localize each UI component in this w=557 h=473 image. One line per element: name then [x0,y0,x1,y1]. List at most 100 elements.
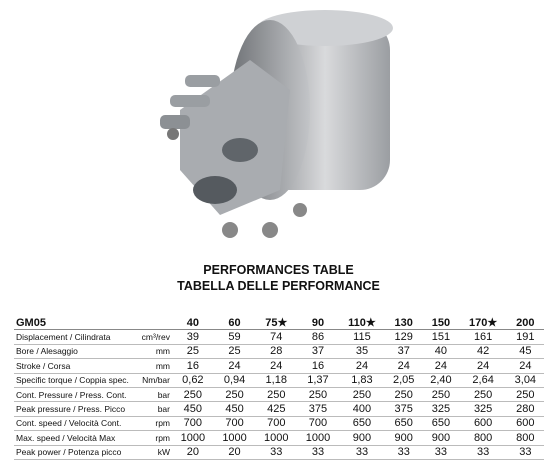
table-cell: 3,04 [506,373,544,388]
table-cell: 170★ [459,316,507,331]
table-cell: 1,83 [338,373,386,388]
performance-table: GM05 40 60 75★ 90 110★ 130 150 170★ 200 Displaceme… [14,316,544,460]
table-cell: 450 [213,401,256,417]
table-cell: 600 [459,416,507,432]
table-cell: 35 [338,344,386,360]
table-cell: 250 [422,387,460,403]
table-cell: 150 [422,316,460,331]
table-cell: 42 [459,344,507,360]
table-cell: 74 [255,329,298,345]
table-cell: 24 [506,358,544,374]
table-cell: 650 [422,416,460,432]
table-cell: 25 [172,344,214,360]
table-cell: 900 [422,430,460,446]
table-cell: 33 [506,445,544,460]
table-cell: 800 [506,430,544,446]
table-row: Bore / Alesaggio mm 25 25 28 37 35 37 40 42 45 [14,344,544,360]
table-cell: Max. speed / Velocità Max [14,430,138,446]
table-cell: GM05 [14,316,172,331]
table-cell: 700 [297,416,339,432]
table-cell: 115 [338,329,386,345]
table-cell: Specific torque / Coppia spec. [14,373,138,388]
table-cell: 1,18 [255,373,298,388]
table-cell: Displacement / Cilindrata [14,329,138,345]
table-cell: 33 [385,445,423,460]
table-cell: 700 [213,416,256,432]
table-cell: rpm [138,430,172,446]
table-cell: 650 [338,416,386,432]
table-cell: 59 [213,329,256,345]
table-cell: 450 [172,401,214,417]
table-cell: Peak pressure / Press. Picco [14,401,138,417]
table-cell: 151 [422,329,460,345]
table-cell: 28 [255,344,298,360]
table-cell: 33 [422,445,460,460]
table-row: GM05 40 60 75★ 90 110★ 130 150 170★ 200 [14,316,544,331]
table-cell: 250 [506,387,544,403]
table-cell: 900 [338,430,386,446]
table-cell: 24 [422,358,460,374]
table-cell: 2,05 [385,373,423,388]
table-cell: 2,40 [422,373,460,388]
table-cell: 200 [506,316,544,331]
table-cell: 250 [213,387,256,403]
table-cell: 33 [338,445,386,460]
table-cell: 375 [385,401,423,417]
table-cell: Bore / Alesaggio [14,344,138,360]
motor-image [160,10,393,238]
table-cell: 60 [213,316,256,331]
table-cell: 250 [338,387,386,403]
table-cell: 325 [459,401,507,417]
table-row: Peak pressure / Press. Picco bar 450 450 425… [14,401,544,417]
table-cell: 110★ [338,316,386,331]
table-cell: 650 [385,416,423,432]
table-cell: 20 [172,445,214,460]
table-row: Stroke / Corsa mm 16 24 24 16 24 24 24 24 24 [14,358,544,374]
table-cell: rpm [138,416,172,432]
table-cell: 1000 [213,430,256,446]
table-cell: bar [138,387,172,403]
table-cell: 800 [459,430,507,446]
table-cell: 86 [297,329,339,345]
table-cell: 600 [506,416,544,432]
table-cell: Cont. speed / Velocità Cont. [14,416,138,432]
table-cell: 280 [506,401,544,417]
table-cell: 700 [172,416,214,432]
table-cell: mm [138,358,172,374]
table-cell: 24 [213,358,256,374]
table-cell: 250 [255,387,298,403]
table-cell: cm³/rev [138,329,172,345]
table-cell: kW [138,445,172,460]
table-cell: 250 [297,387,339,403]
table-cell: 33 [297,445,339,460]
table-cell: 24 [255,358,298,374]
table-cell: Nm/bar [138,373,172,388]
table-cell: Peak power / Potenza picco [14,445,138,460]
table-cell: 40 [172,316,214,331]
table-cell: Stroke / Corsa [14,358,138,374]
table-cell: 16 [172,358,214,374]
table-cell: 45 [506,344,544,360]
table-cell: 250 [172,387,214,403]
table-cell: bar [138,401,172,417]
table-cell: 1000 [297,430,339,446]
table-cell: 25 [213,344,256,360]
table-cell: 375 [297,401,339,417]
table-cell: 39 [172,329,214,345]
table-row: Max. speed / Velocità Max rpm 1000 1000 1000… [14,430,544,446]
table-cell: 325 [422,401,460,417]
table-cell: 75★ [255,316,298,331]
table-row: Cont. speed / Velocità Cont. rpm 700 700 700… [14,416,544,432]
table-cell: 0,62 [172,373,214,388]
table-cell: 40 [422,344,460,360]
table-cell: 2,64 [459,373,507,388]
table-cell: 129 [385,329,423,345]
table-cell: 24 [459,358,507,374]
table-cell: 1000 [255,430,298,446]
table-cell: 191 [506,329,544,345]
table-cell: 37 [385,344,423,360]
table-cell: Cont. Pressure / Press. Cont. [14,387,138,403]
table-cell: 425 [255,401,298,417]
table-cell: 1,37 [297,373,339,388]
